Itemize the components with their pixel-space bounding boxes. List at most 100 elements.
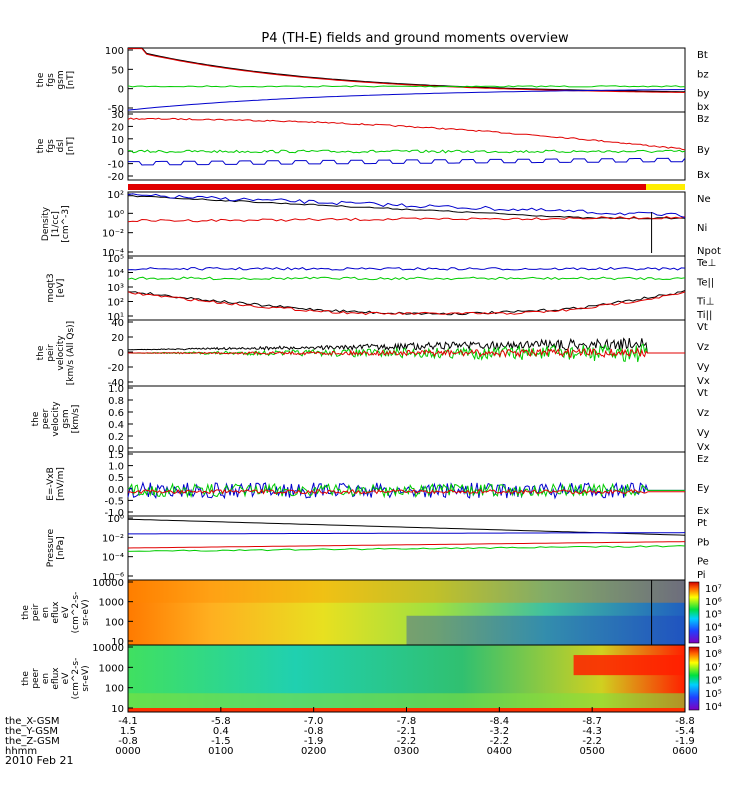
ephemeris-value: -8.8 (675, 716, 695, 727)
y-tick-label: 10 (111, 637, 124, 648)
panel-frame (127, 191, 686, 257)
y-tick-label: 0.4 (108, 420, 124, 431)
colorbar-tick-label: 10⁴ (705, 702, 722, 713)
ephemeris-value: -1.9 (675, 736, 695, 747)
colorbar-gradient (688, 581, 700, 644)
y-tick-label: -1.0 (104, 508, 124, 519)
y-axis-label: the fgs gsm [nT] (36, 70, 76, 89)
y-axis-label-line: the (36, 72, 46, 87)
y-axis-label-line: en (41, 673, 51, 684)
line-Pb (127, 541, 686, 549)
colorbar-tick-label: 10⁴ (705, 622, 722, 633)
y-tick-label: 1.5 (108, 450, 124, 461)
y-axis-label-line: E=-VxB (46, 467, 56, 501)
y-axis-label-line: (cm^2-s- (71, 592, 81, 634)
colorbar-gradient (688, 646, 700, 711)
y-tick-label: 0.0 (108, 444, 124, 455)
y-axis-label-line: [km/s] (71, 405, 81, 434)
y-tick-label: 10⁴ (107, 269, 124, 280)
colorbar-tick-label: 10³ (705, 635, 722, 646)
y-tick-label: 10000 (92, 643, 124, 654)
y-axis-label: the peer velocity gsm [km/s] (31, 401, 81, 437)
y-axis-label-line: eflux (51, 667, 61, 690)
panel-4: 10⁵ 10⁴ 10³ 10² 10¹ moqt3 [eV] Te⊥ Te|| Ti⊥ Ti|| (46, 254, 716, 323)
y-tick-label: -10 (108, 160, 124, 171)
ephemeris-value: 0200 (301, 746, 326, 757)
legend-Vt: Vt (697, 388, 708, 399)
y-tick-label: 0.2 (108, 432, 124, 443)
panel-1: 100 50 0 -50 the fgs gsm [nT] Bt bz by bx (36, 46, 709, 115)
y-axis-label: Density [1/cc] [cm^-3] (41, 205, 71, 242)
legend-Vt: Vt (697, 322, 708, 333)
y-tick-label: 10⁻⁴ (102, 553, 124, 564)
ephemeris-value: -7.0 (304, 716, 324, 727)
y-axis-label: moqt3 [eV] (46, 273, 66, 302)
panel-frame (127, 385, 686, 453)
ephemeris-value: 0.4 (213, 726, 229, 737)
y-axis-label: the peer en eflux eV (cm^2-s-sr-eV) (21, 658, 91, 700)
line-Te-perp (127, 291, 686, 316)
legend-Pb: Pb (697, 537, 709, 548)
ephemeris-table: the_X-GSM -4.1 -5.8 -7.0 -7.8 -8.4 -8.7 -8.8 the… (5, 707, 698, 757)
y-axis-label-line: (cm^2-s- (71, 658, 81, 700)
ephemeris-value: 0300 (394, 746, 419, 757)
y-tick-label: 10⁻⁶ (102, 572, 124, 583)
y-axis-label-line: peir (46, 344, 56, 362)
line-Ez (127, 488, 685, 495)
panel-7: 1.51.00.50.0-0.5-1.0 E=-VxB [mV/m] Ez Ey Ex (46, 450, 709, 519)
legend-Ne: Ne (697, 194, 711, 205)
legend-By: By (697, 145, 710, 156)
ephemeris-value: 1.5 (120, 726, 136, 737)
plot-title: P4 (TH-E) fields and ground moments over… (261, 31, 569, 46)
y-axis-label-line: sr-eV) (81, 665, 91, 691)
ephemeris-label: the_Z-GSM (5, 736, 60, 747)
ephemeris-value: -7.8 (397, 716, 417, 727)
y-tick-label: 40 (111, 318, 124, 329)
y-axis-label: E=-VxB [mV/m] (46, 467, 66, 501)
y-tick-label: 0 (118, 147, 124, 158)
line-Ti-perp (127, 266, 686, 271)
y-axis-label-line: the (21, 605, 31, 620)
legend-Vz: Vz (697, 408, 709, 419)
line-Vz (128, 347, 685, 359)
y-axis-label-line: moqt3 (46, 273, 56, 302)
y-tick-label: -0.5 (104, 496, 124, 507)
line-Pe (127, 545, 686, 552)
quality-bar-yellow (646, 184, 685, 190)
spectrogram-band-hot (573, 655, 685, 676)
y-tick-label: 100 (105, 684, 124, 695)
y-axis-label-line: en (41, 607, 51, 618)
panel-frame (127, 111, 686, 181)
y-tick-label: -20 (108, 172, 124, 183)
line-Ey (127, 482, 685, 499)
legend-Ti⊥: Ti⊥ (696, 297, 714, 308)
line-Ex (127, 481, 685, 500)
y-tick-label: 1.0 (108, 462, 124, 473)
ephemeris-value: -8.4 (490, 716, 510, 727)
line-Ni (127, 195, 686, 220)
y-tick-label: 10⁻² (102, 229, 124, 240)
line-Ti-par (127, 276, 686, 281)
y-tick-label: -20 (108, 363, 124, 374)
ephemeris-value: -2.1 (397, 726, 417, 737)
quality-bar-red (128, 184, 647, 190)
panel-6: 1.00.80.60.40.20.0 the peer velocity gsm [km/… (31, 384, 710, 455)
ephemeris-value: 0600 (672, 746, 697, 757)
y-tick-label: 1000 (99, 663, 124, 674)
y-axis-label-line: Pressure (46, 528, 56, 567)
y-axis-label-line: peer (41, 408, 51, 429)
y-tick-label: 10² (107, 298, 124, 309)
y-axis-label-line: the (36, 345, 46, 360)
y-axis-label-line: dsl (56, 140, 66, 153)
date-label: 2010 Feb 21 (5, 754, 73, 767)
y-axis-label-line: the (36, 138, 46, 153)
y-axis-label: Pressure [nPa] (46, 528, 66, 567)
y-tick-label: 20 (111, 122, 124, 133)
line-Bt (128, 47, 685, 93)
line-Vt (128, 337, 685, 354)
y-axis-label-line: gsm (56, 70, 66, 89)
colorbar: 10⁸ 10⁷ 10⁶ 10⁵ 10⁴ (688, 646, 722, 713)
y-axis-label-line: the (31, 411, 41, 426)
